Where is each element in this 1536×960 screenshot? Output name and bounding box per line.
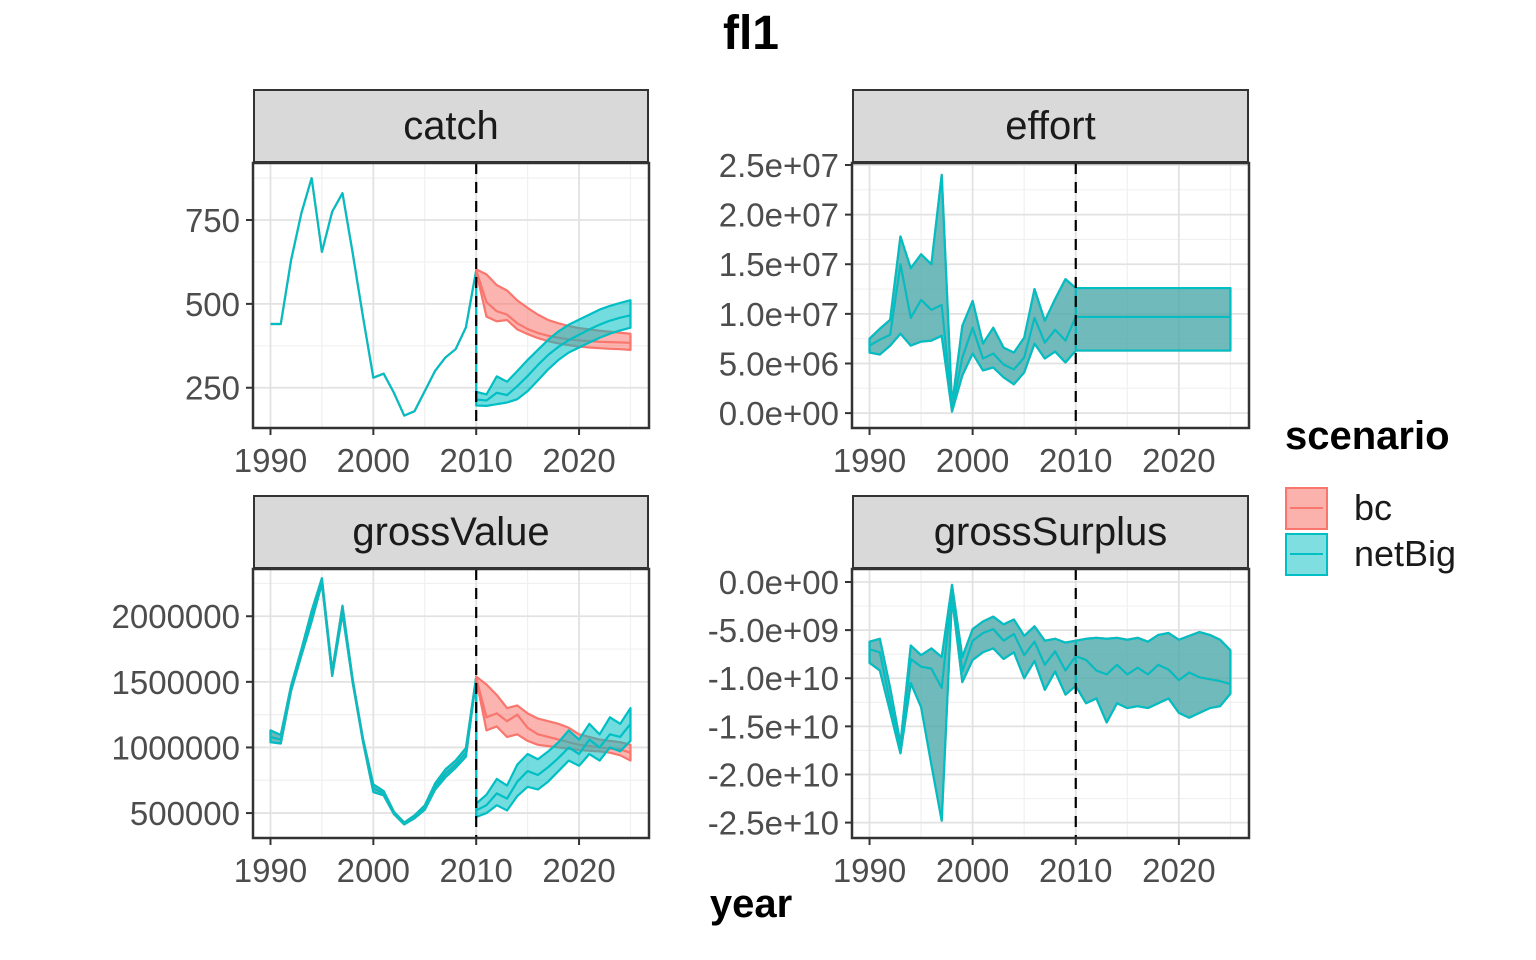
facet-strip-effort: effort bbox=[852, 89, 1249, 163]
y-tick-label: 1.0e+07 bbox=[719, 296, 839, 333]
x-tick-label: 2020 bbox=[542, 852, 615, 889]
legend-item-netbig: netBig bbox=[1285, 531, 1535, 577]
legend: scenario bc netBig bbox=[1285, 414, 1535, 577]
x-tick-label: 2020 bbox=[542, 442, 615, 479]
y-tick-label: 1500000 bbox=[112, 664, 240, 701]
figure-title: fl1 bbox=[722, 7, 779, 60]
facet-strip-label: effort bbox=[1005, 103, 1096, 148]
legend-label-bc: bc bbox=[1354, 487, 1393, 528]
y-tick-label: 2.5e+07 bbox=[719, 147, 839, 184]
y-tick-label: 500 bbox=[185, 286, 240, 323]
facet-strip-grossvalue: grossValue bbox=[253, 495, 649, 569]
y-tick-label: 1.5e+07 bbox=[719, 246, 839, 283]
panel-border bbox=[850, 161, 1251, 430]
facet-strip-catch: catch bbox=[253, 89, 649, 163]
y-tick-label: 2000000 bbox=[112, 598, 240, 635]
x-tick-label: 2010 bbox=[439, 442, 512, 479]
facet-strip-grosssurplus: grossSurplus bbox=[852, 495, 1249, 569]
y-tick-label: 5.0e+06 bbox=[719, 345, 839, 382]
legend-key-bc-swatch bbox=[1285, 486, 1328, 530]
y-tick-label: -2.0e+10 bbox=[708, 756, 839, 793]
line-netBig-forecast bbox=[1075, 655, 1231, 686]
panel-border bbox=[251, 161, 651, 430]
ribbon-netBig-forecast bbox=[475, 299, 632, 407]
facet-strip-label: grossSurplus bbox=[933, 509, 1168, 554]
x-tick-label: 2000 bbox=[337, 442, 410, 479]
facet-panel-effort: 1990 2000 2010 2020 0.0e+00 5.0e+06 1.0e+07 1.5… bbox=[719, 147, 1251, 479]
y-tick-label: 0.0e+00 bbox=[719, 564, 839, 601]
x-tick-label: 2020 bbox=[1142, 852, 1215, 889]
x-tick-label: 1990 bbox=[833, 852, 906, 889]
legend-item-bc: bc bbox=[1285, 485, 1535, 531]
legend-label-netbig: netBig bbox=[1354, 533, 1457, 574]
y-tick-label: 750 bbox=[185, 202, 240, 239]
y-tick-label: 0.0e+00 bbox=[719, 395, 839, 432]
y-tick-label: 2.0e+07 bbox=[719, 197, 839, 234]
x-tick-label: 2010 bbox=[439, 852, 512, 889]
x-tick-label: 1990 bbox=[833, 442, 906, 479]
line-netBig-history bbox=[270, 176, 478, 417]
y-tick-label: -1.5e+10 bbox=[708, 708, 839, 745]
y-tick-label: 500000 bbox=[130, 795, 240, 832]
panel-svg-effort: 1990 2000 2010 2020 0.0e+00 5.0e+06 1.0e+07 1.5… bbox=[719, 147, 1251, 479]
x-tick-label: 2000 bbox=[936, 442, 1009, 479]
line-netBig-forecast bbox=[475, 723, 632, 812]
legend-key-netbig-line bbox=[1290, 552, 1323, 556]
facet-panel-catch: 1990 2000 2010 2020 250 500 750 bbox=[185, 161, 651, 479]
x-tick-label: 2020 bbox=[1142, 442, 1215, 479]
legend-title: scenario bbox=[1285, 414, 1450, 458]
panel-border bbox=[251, 567, 651, 840]
x-tick-label: 2000 bbox=[936, 852, 1009, 889]
facet-panel-grossvalue: 1990 2000 2010 2020 500000 1000000 1500000 2000… bbox=[112, 567, 651, 889]
y-tick-label: 250 bbox=[185, 370, 240, 407]
ribbon-netBig-forecast bbox=[1074, 286, 1232, 352]
ribbon-netBig-forecast bbox=[1074, 630, 1232, 724]
line-netBig-history bbox=[270, 579, 478, 825]
facet-strip-label: catch bbox=[403, 103, 499, 148]
y-tick-label: -2.5e+10 bbox=[708, 805, 839, 842]
legend-key-bc-line bbox=[1290, 506, 1323, 510]
panel-svg-catch: 1990 2000 2010 2020 250 500 750 bbox=[185, 161, 651, 479]
line-netBig-history bbox=[868, 263, 1077, 411]
y-tick-label: -1.0e+10 bbox=[708, 660, 839, 697]
legend-key-netbig-swatch bbox=[1285, 532, 1328, 576]
panel-border bbox=[850, 567, 1251, 840]
panel-svg-grossValue: 1990 2000 2010 2020 500000 1000000 1500000 2000… bbox=[112, 567, 651, 889]
facet-strip-label: grossValue bbox=[352, 509, 550, 554]
x-tick-label: 2000 bbox=[337, 852, 410, 889]
y-tick-label: -5.0e+09 bbox=[708, 612, 839, 649]
panel-svg-grossSurplus: 1990 2000 2010 2020 0.0e+00 -5.0e+09 -1.0e+10 -… bbox=[708, 564, 1251, 889]
x-tick-label: 2010 bbox=[1039, 852, 1112, 889]
x-tick-label: 2010 bbox=[1039, 442, 1112, 479]
x-tick-label: 1990 bbox=[234, 442, 307, 479]
facet-panel-grosssurplus: 1990 2000 2010 2020 0.0e+00 -5.0e+09 -1.0e+10 -… bbox=[708, 564, 1251, 889]
line-netBig-history bbox=[869, 589, 1077, 750]
x-tick-label: 1990 bbox=[234, 852, 307, 889]
x-axis-title: year bbox=[709, 882, 793, 926]
line-netBig-forecast bbox=[476, 314, 631, 402]
y-tick-label: 1000000 bbox=[112, 729, 240, 766]
